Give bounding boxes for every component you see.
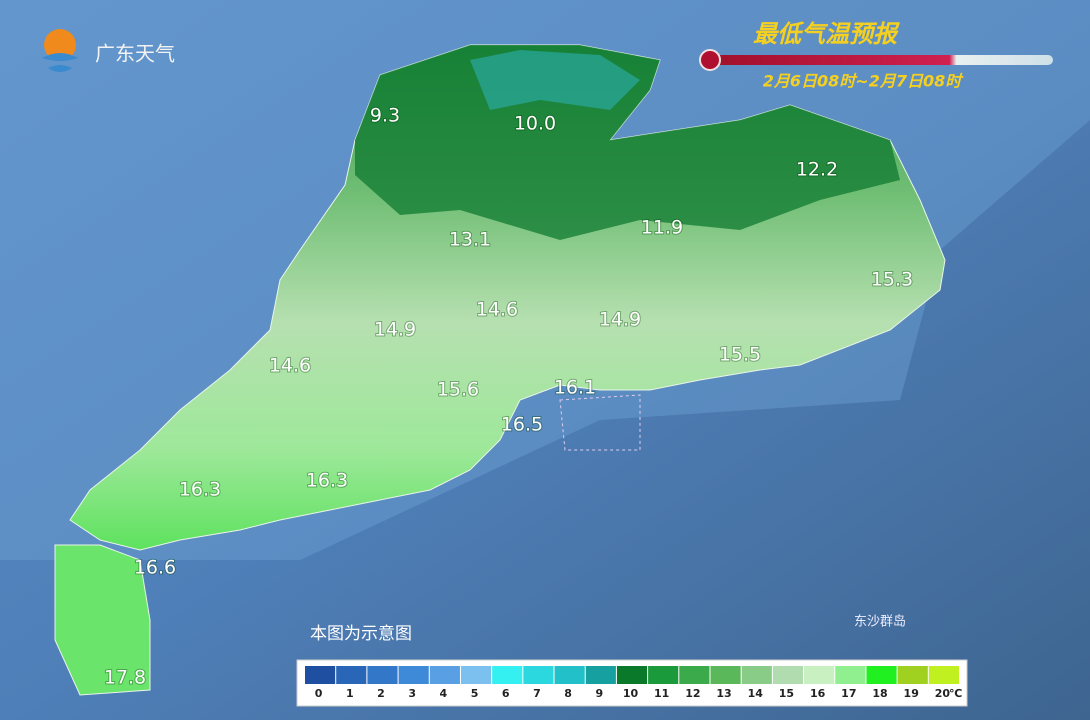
title-bulb [699, 49, 721, 71]
subtitle: 2月6日08时~2月7日08时 [763, 72, 964, 91]
legend-swatch [460, 666, 492, 684]
legend-swatch [429, 666, 460, 684]
legend-label: 8 [564, 687, 572, 700]
temperature-label: 16.1 [554, 377, 596, 399]
legend-swatch [336, 666, 367, 684]
temperature-label: 16.6 [134, 557, 176, 579]
legend-swatch [523, 666, 554, 684]
legend-label: 1 [346, 687, 354, 700]
legend-swatch [897, 666, 928, 684]
legend-label: 7 [533, 687, 541, 700]
legend-swatch [554, 666, 585, 684]
title-bar [708, 55, 1053, 65]
temperature-label: 15.6 [437, 379, 479, 401]
legend-label: 20 [935, 687, 951, 700]
legend-swatch [835, 666, 866, 684]
legend-label: 19 [904, 687, 919, 700]
island-label: 东沙群岛 [854, 614, 906, 630]
temperature-label: 16.5 [501, 414, 543, 436]
legend-label: 12 [685, 687, 700, 700]
legend-swatch [741, 666, 772, 684]
legend-swatch [804, 666, 835, 684]
temperature-label: 14.9 [374, 319, 416, 341]
temperature-label: 15.5 [719, 344, 761, 366]
coldest-zone [470, 50, 640, 110]
title: 最低气温预报 [753, 20, 900, 48]
legend-swatch [398, 666, 429, 684]
legend-label: 4 [440, 687, 448, 700]
peninsula [54, 544, 151, 696]
legend-label: 3 [408, 687, 416, 700]
temperature-label: 16.3 [306, 470, 348, 492]
temperature-label: 11.9 [641, 217, 683, 239]
legend-label: 9 [595, 687, 603, 700]
temperature-label: 15.3 [871, 269, 913, 291]
legend-label: 18 [872, 687, 887, 700]
logo-wave [42, 53, 78, 72]
legend-label: 17 [841, 687, 856, 700]
legend-swatch [492, 666, 523, 684]
legend-swatch [616, 666, 648, 684]
legend-swatch [648, 666, 679, 684]
legend: 0 1 2 3 4 5 6 7 8 9 10 11 12 13 14 15 16 17 18 19 20 [305, 666, 959, 700]
legend-swatch [367, 666, 398, 684]
legend-label: 2 [377, 687, 385, 700]
temperature-label: 10.0 [514, 113, 556, 135]
legend-label: 6 [502, 687, 510, 700]
legend-label: 0 [315, 687, 323, 700]
legend-swatch [305, 666, 336, 684]
legend-label: 14 [748, 687, 764, 700]
legend-swatch [585, 666, 616, 684]
legend-label: 5 [471, 687, 479, 700]
logo-icon [44, 29, 76, 61]
legend-unit: ℃ [949, 687, 962, 700]
legend-label: 11 [654, 687, 669, 700]
legend-swatch [772, 666, 804, 684]
legend-swatch [679, 666, 710, 684]
temperature-label: 12.2 [796, 159, 838, 181]
temperature-label: 14.6 [269, 355, 311, 377]
temperature-label: 16.3 [179, 479, 221, 501]
legend-label: 10 [623, 687, 639, 700]
note: 本图为示意图 [310, 624, 412, 644]
temperature-label: 14.6 [476, 299, 518, 321]
temperature-labels: 9.3 10.0 12.2 13.1 11.9 15.3 14.6 14.9 14.9 14.6 1… [103, 104, 914, 690]
legend-label: 16 [810, 687, 826, 700]
legend-swatch [928, 666, 959, 684]
temperature-label: 14.9 [599, 309, 641, 331]
temperature-label: 17.8 [104, 667, 146, 689]
legend-swatch [866, 666, 897, 684]
temperature-label: 13.1 [449, 229, 491, 251]
legend-label: 13 [716, 687, 731, 700]
legend-label: 15 [779, 687, 794, 700]
logo-text: 广东天气 [95, 42, 175, 66]
temperature-label: 9.3 [370, 105, 400, 127]
legend-swatch [710, 666, 741, 684]
